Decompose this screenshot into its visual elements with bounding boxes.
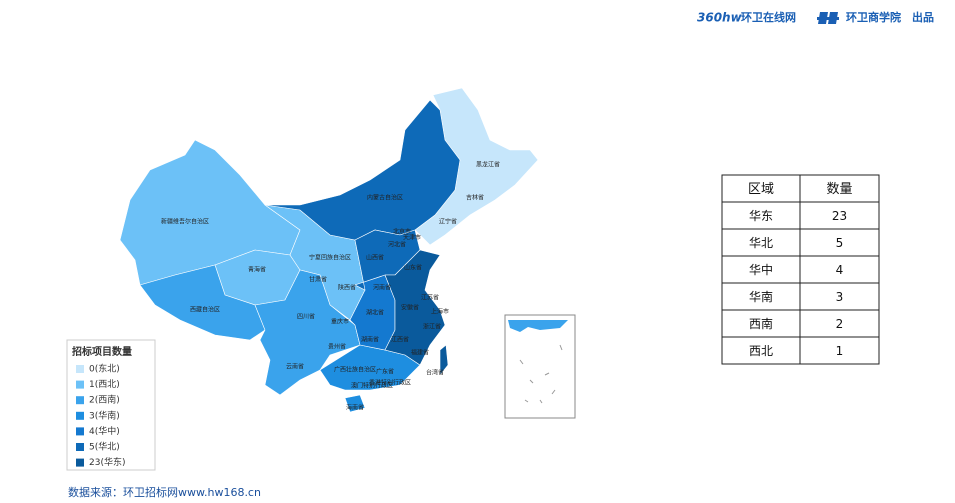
province-label: 香港特别行政区: [369, 379, 411, 387]
province-label: 安徽省: [401, 304, 419, 312]
province-label: 黑龙江省: [476, 161, 500, 169]
province-label: 新疆维吾尔自治区: [161, 218, 209, 226]
inset-coast: [508, 320, 568, 332]
table-cell: 华南: [749, 289, 773, 304]
site-name: 环卫在线网: [741, 10, 796, 24]
logo-mark: 360hw: [697, 11, 743, 25]
legend-swatch: [76, 411, 84, 420]
province-label: 天津市: [403, 234, 421, 242]
table-cell: 4: [836, 263, 844, 277]
source: 数据来源：环卫招标网www.hw168.cn: [68, 485, 261, 499]
table-cell: 西北: [749, 344, 773, 358]
legend: 0(东北) 1(西北) 2(西南) 3(华南) 4(华中) 5(华北) 23(华东): [76, 363, 125, 468]
legend-label: 3(华南): [89, 409, 120, 421]
province-label: 辽宁省: [439, 218, 457, 226]
province-label: 吉林省: [466, 194, 484, 202]
province-label: 青海省: [248, 266, 266, 274]
province-label: 山东省: [404, 264, 422, 272]
table-cell: 5: [836, 236, 844, 250]
legend-swatch: [76, 443, 84, 451]
province-label: 河北省: [388, 241, 406, 249]
province-label: 河南省: [373, 284, 391, 292]
province-label: 澳门特别行政区: [351, 382, 393, 390]
province-label: 云南省: [286, 363, 304, 371]
province-label: 广东省: [376, 368, 394, 376]
table-cell: 华中: [749, 262, 773, 277]
legend-title: 招标项目数量: [72, 345, 132, 358]
table-header-cell: 区域: [748, 182, 774, 197]
province-label: 江西省: [391, 336, 409, 344]
inset-islands: [519, 344, 563, 404]
province-label: 重庆市: [331, 318, 349, 326]
province-label: 四川省: [297, 313, 315, 321]
province-label: 山西省: [366, 254, 384, 262]
legend-label: 0(东北): [89, 363, 120, 375]
province-label: 广西壮族自治区: [334, 366, 376, 374]
province-label: 甘肃省: [309, 276, 327, 284]
province-label: 海南省: [346, 404, 364, 412]
province-label: 北京市: [393, 228, 411, 236]
table-cell: 华北: [749, 236, 773, 250]
legend-label: 5(华北): [89, 441, 120, 453]
legend-swatch: [76, 365, 84, 373]
academy-name: 环卫商学院: [846, 10, 901, 24]
province-label: 陕西省: [338, 284, 356, 292]
province-label: 西藏自治区: [190, 306, 220, 314]
province-label: 浙江省: [423, 323, 441, 331]
legend-label: 1(西北): [89, 379, 120, 390]
legend-label: 23(华东): [89, 456, 125, 468]
region-shape: [384, 249, 446, 366]
legend-label: 2(西南): [89, 394, 120, 406]
inset-frame: [504, 314, 576, 419]
table-cell: 1: [836, 344, 844, 358]
table-cell: 3: [836, 290, 844, 304]
table-cell: 2: [836, 317, 844, 331]
region-shape: [344, 394, 366, 413]
legend-swatch: [76, 427, 84, 436]
legend-swatch: [76, 458, 84, 467]
province-label: 台湾省: [426, 369, 444, 377]
province-label: 贵州省: [328, 343, 346, 351]
legend-swatch: [76, 380, 84, 389]
region-shape: [254, 269, 361, 396]
legend-label: 4(华中): [89, 425, 120, 437]
academy-icon: [817, 12, 839, 24]
province-label: 湖南省: [361, 336, 379, 344]
table-header-cell: 数量: [826, 182, 852, 197]
table-cell: 华东: [749, 209, 773, 223]
province-label: 内蒙古自治区: [367, 194, 403, 202]
table-cell: 23: [832, 209, 847, 223]
province-label: 湖北省: [366, 309, 384, 317]
credit: 出品: [912, 10, 934, 24]
table-cell: 西南: [749, 316, 773, 331]
province-label: 宁夏回族自治区: [309, 254, 351, 262]
region-shape: [439, 344, 449, 376]
province-label: 福建省: [411, 349, 429, 357]
legend-swatch: [76, 396, 84, 405]
province-label: 江苏省: [421, 294, 439, 302]
province-label: 上海市: [431, 308, 449, 316]
